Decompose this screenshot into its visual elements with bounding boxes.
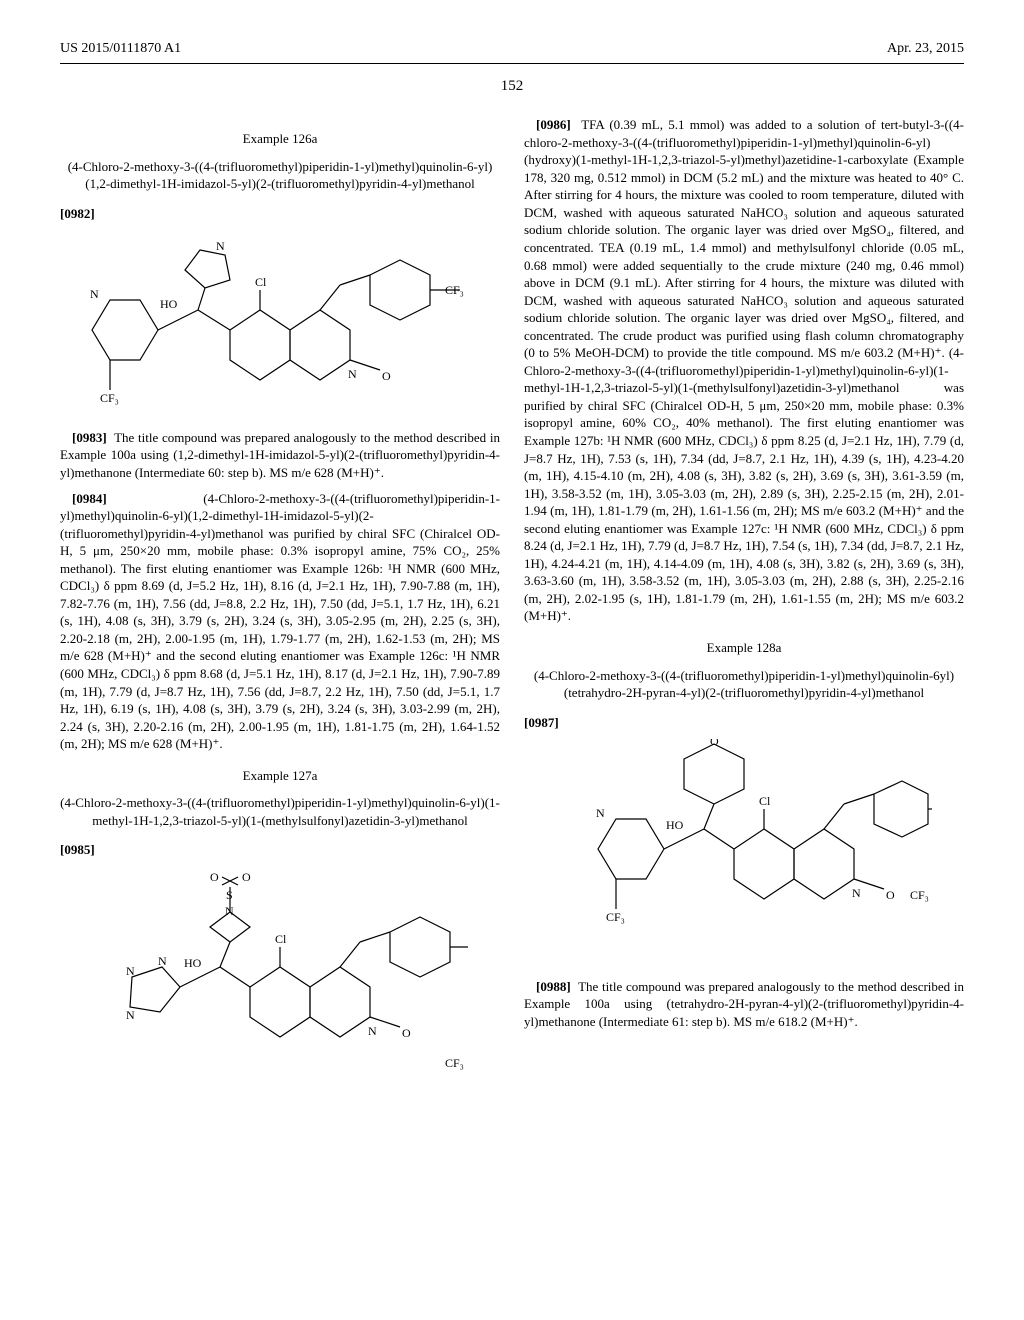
label-S: S	[226, 888, 233, 902]
label-N: N	[90, 287, 99, 301]
example-128a-name: (4-Chloro-2-methoxy-3-((4-(trifluorometh…	[524, 667, 964, 702]
example-127a-name: (4-Chloro-2-methoxy-3-((4-(trifluorometh…	[60, 794, 500, 829]
label-O3: O	[402, 1026, 411, 1040]
para-0988-num: [0988]	[536, 979, 571, 994]
label-N2: N	[852, 886, 861, 900]
label-O2: O	[242, 870, 251, 884]
label-CF3a: CF₃	[100, 391, 119, 405]
para-0986-num: [0986]	[536, 117, 571, 132]
para-0984-text: (4-Chloro-2-methoxy-3-((4-(trifluorometh…	[60, 491, 500, 752]
label-N3: N	[158, 954, 167, 968]
structure-128a: O HO Cl N N O CF₃ CF₃	[524, 739, 964, 964]
structure-126a: HO Cl N N O CF₃ CF₃ N	[60, 230, 500, 415]
label-O: O	[382, 369, 391, 383]
label-N5: N	[368, 1024, 377, 1038]
label-O: O	[886, 888, 895, 902]
label-CF3a: CF₃	[606, 910, 625, 924]
label-N2: N	[126, 964, 135, 978]
label-Cl: Cl	[759, 794, 771, 808]
label-N1: N	[126, 1008, 135, 1022]
para-0984-num: [0984]	[72, 491, 107, 506]
para-0983-num: [0983]	[72, 430, 107, 445]
label-HO: HO	[184, 956, 202, 970]
example-126a-name: (4-Chloro-2-methoxy-3-((4-(trifluorometh…	[60, 158, 500, 193]
structure-127a: HO Cl O O S N N N N N O CF₃	[60, 867, 500, 1092]
label-Cl: Cl	[275, 932, 287, 946]
example-128a-title: Example 128a	[524, 639, 964, 657]
label-N: N	[596, 806, 605, 820]
page-number: 152	[60, 76, 964, 96]
page-header: US 2015/0111870 A1 Apr. 23, 2015	[60, 40, 964, 64]
para-0986-text: TFA (0.39 mL, 5.1 mmol) was added to a s…	[524, 117, 964, 623]
label-CF3b: CF₃	[445, 283, 464, 297]
para-0983-text: The title compound was prepared analogou…	[60, 430, 500, 480]
label-N3: N	[216, 239, 225, 253]
para-0987-num: [0987]	[524, 715, 559, 730]
pub-number: US 2015/0111870 A1	[60, 40, 181, 59]
label-CF3b: CF₃	[910, 888, 929, 902]
label-CF3: CF₃	[445, 1056, 464, 1070]
label-HO: HO	[160, 297, 178, 311]
para-0982-num: [0982]	[60, 206, 95, 221]
left-column: Example 126a (4-Chloro-2-methoxy-3-((4-(…	[60, 116, 500, 1105]
example-126a-title: Example 126a	[60, 130, 500, 148]
para-0985-num: [0985]	[60, 842, 95, 857]
label-N2: N	[348, 367, 357, 381]
label-N4: N	[225, 904, 234, 918]
label-Cl: Cl	[255, 275, 267, 289]
label-O1: O	[210, 870, 219, 884]
right-column: [0986] TFA (0.39 mL, 5.1 mmol) was added…	[524, 116, 964, 1105]
label-HO: HO	[666, 818, 684, 832]
para-0988-text: The title compound was prepared analogou…	[524, 979, 964, 1029]
pub-date: Apr. 23, 2015	[887, 40, 964, 59]
label-Otop: O	[710, 739, 719, 748]
example-127a-title: Example 127a	[60, 767, 500, 785]
